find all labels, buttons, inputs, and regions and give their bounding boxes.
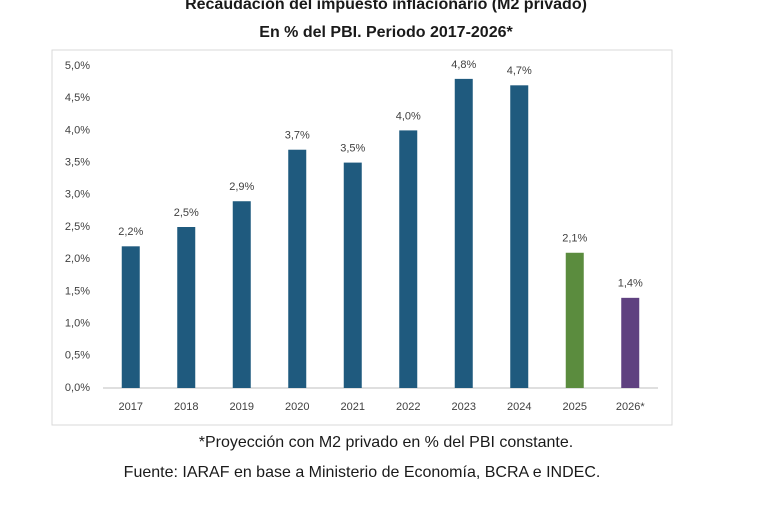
x-tick-label: 2021 [341, 401, 365, 413]
bar [177, 227, 196, 388]
x-tick-label: 2018 [174, 401, 198, 413]
data-label: 2,5% [174, 207, 199, 219]
data-label: 2,9% [229, 181, 254, 193]
bar [288, 149, 307, 388]
data-label: 2,1% [562, 233, 587, 245]
bar [621, 297, 640, 388]
data-label: 3,7% [285, 130, 310, 142]
x-tick-label: 2022 [396, 401, 420, 413]
y-tick-label: 1,5% [65, 285, 90, 297]
x-tick-label: 2019 [230, 401, 254, 413]
y-tick-label: 3,0% [65, 189, 90, 201]
y-tick-label: 5,0% [65, 60, 90, 72]
source-note: Fuente: IARAF en base a Ministerio de Ec… [124, 464, 601, 481]
bar [343, 162, 362, 388]
bar [399, 130, 418, 388]
bar [510, 85, 529, 388]
x-tick-label: 2023 [452, 401, 476, 413]
chart-subtitle: En % del PBI. Periodo 2017-2026* [259, 24, 513, 41]
y-tick-label: 4,0% [65, 124, 90, 136]
chart-title: Recaudación del impuesto inflacionario (… [185, 0, 587, 13]
bar [565, 252, 584, 388]
y-tick-label: 0,0% [65, 382, 90, 394]
y-tick-label: 4,5% [65, 92, 90, 104]
data-label: 2,2% [118, 226, 143, 238]
data-label: 4,7% [507, 65, 532, 77]
x-tick-label: 2024 [507, 401, 531, 413]
footnote: *Proyección con M2 privado en % del PBI … [199, 434, 573, 451]
x-tick-label: 2020 [285, 401, 309, 413]
x-tick-label: 2025 [563, 401, 587, 413]
y-tick-label: 3,5% [65, 157, 90, 169]
x-tick-label: 2026* [616, 401, 645, 413]
y-tick-label: 2,0% [65, 253, 90, 265]
plot-frame [51, 49, 673, 426]
bar [121, 246, 140, 388]
data-label: 4,8% [451, 59, 476, 71]
bar [454, 78, 473, 388]
y-tick-label: 1,0% [65, 318, 90, 330]
bar [232, 201, 251, 388]
x-tick-label: 2017 [119, 401, 143, 413]
data-label: 3,5% [340, 143, 365, 155]
y-tick-label: 2,5% [65, 221, 90, 233]
data-label: 4,0% [396, 110, 421, 122]
y-tick-label: 0,5% [65, 350, 90, 362]
data-label: 1,4% [618, 278, 643, 290]
